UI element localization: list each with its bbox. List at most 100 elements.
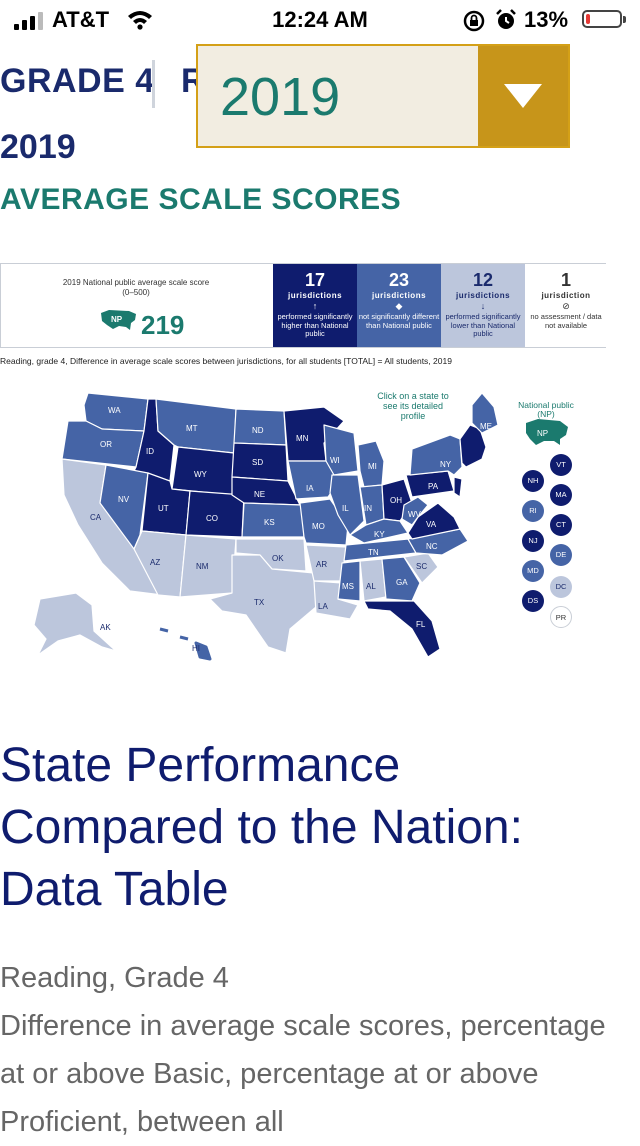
state-HI[interactable] xyxy=(159,627,212,661)
small-state-vt[interactable]: VT xyxy=(550,454,572,476)
np-badge-text: NP xyxy=(111,315,123,324)
map-instruction: Click on a state to see its detailed pro… xyxy=(377,391,449,421)
grade-heading: GRADE 4 xyxy=(0,62,155,100)
label-MT: MT xyxy=(186,424,198,433)
state-MS[interactable] xyxy=(337,560,361,602)
state-SC[interactable] xyxy=(403,552,439,584)
label-MI: MI xyxy=(368,462,377,471)
label-ME: ME xyxy=(480,422,492,431)
small-state-de[interactable]: DE xyxy=(550,544,572,566)
state-NE[interactable] xyxy=(231,476,301,506)
np-map-label: NP xyxy=(537,429,548,438)
us-map-icon: NP xyxy=(99,308,139,337)
carrier-name: AT&T xyxy=(52,7,110,32)
state-GA[interactable] xyxy=(381,556,421,602)
small-state-pr[interactable]: PR xyxy=(550,606,572,628)
label-PA: PA xyxy=(428,482,439,491)
state-NJ[interactable] xyxy=(453,476,463,498)
year-dropdown[interactable]: 2019 xyxy=(196,44,570,148)
no-data-count: 1 xyxy=(560,270,571,290)
diamond-icon: ◆ xyxy=(395,301,403,311)
label-AZ: AZ xyxy=(150,558,160,567)
small-state-ds[interactable]: DS xyxy=(522,590,544,612)
status-bar: AT&T 12:24 AM 13% xyxy=(0,0,640,40)
small-state-ct[interactable]: CT xyxy=(550,514,572,536)
state-New-England[interactable] xyxy=(459,424,487,468)
battery-icon xyxy=(582,10,626,28)
higher-description: performed significantly higher than Nati… xyxy=(277,312,353,338)
header-divider xyxy=(152,60,155,108)
label-IL: IL xyxy=(342,504,349,513)
label-TN: TN xyxy=(368,548,379,557)
state-FL[interactable] xyxy=(363,600,441,658)
signal-strength-icon xyxy=(14,10,43,30)
label-HI: HI xyxy=(192,644,200,653)
label-GA: GA xyxy=(396,578,408,587)
higher-count: 17 xyxy=(304,270,326,290)
state-AK[interactable] xyxy=(33,592,117,656)
label-NV: NV xyxy=(118,495,130,504)
chevron-down-icon xyxy=(504,84,542,108)
label-UT: UT xyxy=(158,504,169,513)
lower-jurisdictions-cell[interactable]: 12 jurisdictions ↓ performed significant… xyxy=(441,264,525,347)
state-WV[interactable] xyxy=(401,496,429,526)
label-WI: WI xyxy=(330,456,340,465)
no-data-icon: ⊘ xyxy=(562,301,570,311)
label-TX: TX xyxy=(254,598,265,607)
small-state-ma[interactable]: MA xyxy=(550,484,572,506)
national-average-label: 2019 National public average scale score… xyxy=(62,278,210,297)
label-SC: SC xyxy=(416,562,427,571)
state-labels: WA OR CA ID NV MT WY UT AZ CO NM ND SD N… xyxy=(90,406,492,653)
same-jurisdictions-cell[interactable]: 23 jurisdictions ◆ not significantly dif… xyxy=(357,264,441,347)
small-state-md[interactable]: MD xyxy=(522,560,544,582)
dropdown-toggle-button[interactable] xyxy=(478,46,568,146)
label-LA: LA xyxy=(318,602,328,611)
label-WV: WV xyxy=(408,510,422,519)
data-table-description: Reading, Grade 4 Difference in average s… xyxy=(0,954,630,1146)
same-description: not significantly different than Nationa… xyxy=(358,312,440,330)
label-SD: SD xyxy=(252,458,263,467)
year-dropdown-value: 2019 xyxy=(220,67,341,127)
small-state-nj[interactable]: NJ xyxy=(522,530,544,552)
label-NM: NM xyxy=(196,562,209,571)
label-ID: ID xyxy=(146,447,154,456)
state-WI[interactable] xyxy=(323,424,359,476)
same-count: 23 xyxy=(388,270,410,290)
label-OR: OR xyxy=(100,440,112,449)
state-NY[interactable] xyxy=(409,434,463,476)
label-NE: NE xyxy=(254,490,265,499)
state-TX[interactable] xyxy=(209,554,317,654)
us-state-map[interactable]: NP WA OR CA ID NV MT WY UT AZ CO NM ND S… xyxy=(20,385,620,675)
label-ND: ND xyxy=(252,426,264,435)
label-CA: CA xyxy=(90,513,102,522)
label-MN: MN xyxy=(296,434,309,443)
alarm-icon xyxy=(494,8,518,37)
label-FL: FL xyxy=(416,620,426,629)
state-ME[interactable] xyxy=(471,392,499,434)
summary-bar: 2019 National public average scale score… xyxy=(0,263,607,348)
national-average-panel: 2019 National public average scale score… xyxy=(1,264,273,347)
label-CO: CO xyxy=(206,514,218,523)
same-unit: jurisdictions xyxy=(371,291,427,300)
small-state-ri[interactable]: RI xyxy=(522,500,544,522)
no-data-jurisdictions-cell[interactable]: 1 jurisdiction ⊘ no assessment / data no… xyxy=(525,264,607,347)
label-VA: VA xyxy=(426,520,437,529)
small-state-dc[interactable]: DC xyxy=(550,576,572,598)
label-MO: MO xyxy=(312,522,325,531)
lower-count: 12 xyxy=(472,270,494,290)
orientation-lock-icon xyxy=(462,9,486,38)
lower-description: performed significantly lower than Natio… xyxy=(445,312,521,338)
data-table-detail: Difference in average scale scores, perc… xyxy=(0,1010,606,1138)
label-KY: KY xyxy=(374,530,385,539)
label-WA: WA xyxy=(108,406,121,415)
national-public-map[interactable]: NP xyxy=(526,419,568,445)
section-heading: AVERAGE SCALE SCORES xyxy=(0,183,402,216)
small-state-nh[interactable]: NH xyxy=(522,470,544,492)
label-WY: WY xyxy=(194,470,208,479)
label-NY: NY xyxy=(440,460,452,469)
higher-jurisdictions-cell[interactable]: 17 jurisdictions ↑ performed significant… xyxy=(273,264,357,347)
map-caption: Reading, grade 4, Difference in average … xyxy=(0,356,452,366)
label-MS: MS xyxy=(342,582,354,591)
battery-percent: 13% xyxy=(524,7,569,32)
state-AZ[interactable] xyxy=(133,530,187,598)
